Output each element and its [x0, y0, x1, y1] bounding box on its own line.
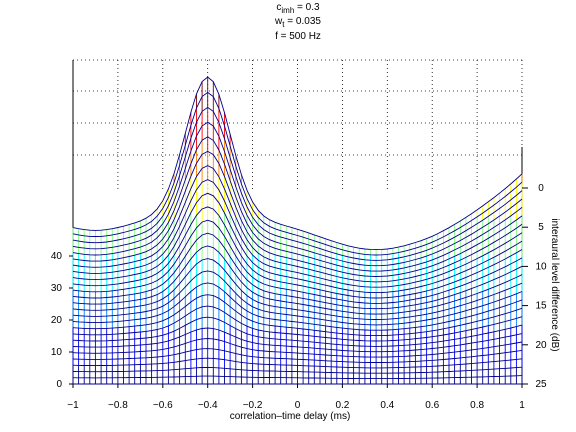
mesh-row	[72, 357, 523, 369]
z-tick-label: 40	[51, 251, 63, 262]
mesh-row	[72, 327, 523, 353]
mesh-rows	[72, 76, 523, 385]
y-tick-label: 10	[535, 261, 547, 272]
x-tick-label: −1	[67, 400, 79, 411]
x-tick-label: 0	[295, 400, 301, 411]
z-tick-label: 0	[56, 379, 62, 390]
mesh-row	[72, 366, 523, 374]
y-tick-label: 25	[535, 379, 547, 390]
x-tick-label: 0.4	[380, 400, 394, 411]
mesh-row	[72, 206, 523, 299]
title-line: f = 500 Hz	[275, 31, 321, 42]
z-tick-label: 30	[51, 283, 63, 294]
mesh-row	[72, 294, 523, 337]
mesh-row	[72, 121, 523, 267]
y-tick-label: 20	[535, 340, 547, 351]
mesh-row	[72, 76, 523, 251]
x-tick-label: 1	[519, 400, 525, 411]
mesh-row	[72, 136, 523, 272]
mesh-row	[72, 338, 523, 358]
y-axis-label: interaural level difference (dB)	[549, 218, 560, 351]
mesh-row	[72, 106, 523, 261]
mesh-row	[72, 192, 523, 294]
z-tick-label: 20	[51, 315, 63, 326]
mesh-row	[72, 91, 523, 256]
mesh-row	[72, 219, 523, 304]
x-tick-label: −0.8	[108, 400, 128, 411]
z-tick-label: 10	[51, 347, 63, 358]
mesh-row	[72, 245, 523, 315]
mesh-row	[72, 150, 523, 277]
x-tick-label: −0.6	[153, 400, 173, 411]
mesh-row	[72, 316, 523, 347]
x-tick-label: 0.8	[470, 400, 484, 411]
mesh-row	[72, 282, 523, 331]
mesh-row	[72, 348, 523, 363]
grid-lines	[72, 59, 523, 190]
mesh-row	[72, 305, 523, 342]
mesh-row	[72, 375, 523, 380]
x-tick-label: −0.2	[243, 400, 263, 411]
y-axis-ticks: 0 5 10 15 20 25	[522, 183, 547, 390]
x-tick-label: 0.2	[335, 400, 349, 411]
mesh-row	[72, 270, 523, 326]
x-axis-label: correlation–time delay (ms)	[230, 411, 351, 422]
y-tick-label: 0	[538, 183, 544, 194]
mesh-row	[72, 258, 523, 320]
title-line: wt = 0.035	[274, 16, 321, 29]
title-line: cimh = 0.3	[276, 2, 320, 15]
x-tick-label: 0.6	[425, 400, 439, 411]
x-tick-label: −0.4	[198, 400, 218, 411]
x-axis-ticks: −1 −0.8 −0.6 −0.4 −0.2 0 0.2 0.4 0.6 0.8 1	[67, 384, 525, 411]
mesh-columns	[72, 77, 523, 384]
mesh-row	[72, 232, 523, 310]
z-axis-ticks: 0 10 20 30 40	[51, 251, 73, 390]
y-tick-label: 15	[535, 301, 547, 312]
chart-title: cimh = 0.3wt = 0.035 f = 500 Hz	[274, 2, 321, 42]
mesh-row	[72, 179, 523, 288]
mesh-row	[72, 165, 523, 283]
y-tick-label: 5	[538, 222, 544, 233]
